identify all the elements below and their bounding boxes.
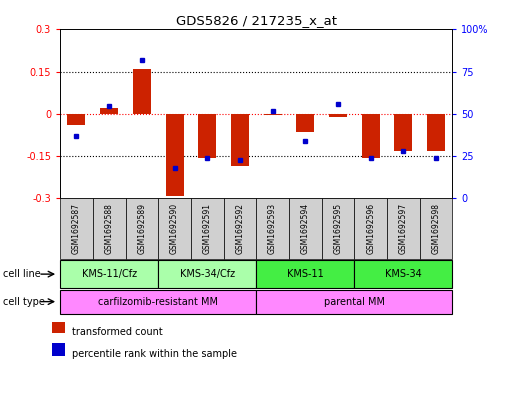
- Text: KMS-34/Cfz: KMS-34/Cfz: [180, 269, 235, 279]
- Text: GSM1692594: GSM1692594: [301, 203, 310, 255]
- Bar: [166, 114, 184, 196]
- Text: GSM1692592: GSM1692592: [235, 204, 244, 254]
- Text: KMS-34: KMS-34: [385, 269, 422, 279]
- FancyBboxPatch shape: [387, 198, 419, 259]
- Text: GSM1692595: GSM1692595: [334, 203, 343, 255]
- Text: GSM1692597: GSM1692597: [399, 203, 408, 255]
- Bar: [427, 114, 445, 151]
- FancyBboxPatch shape: [158, 198, 191, 259]
- Text: GSM1692598: GSM1692598: [431, 204, 440, 254]
- FancyBboxPatch shape: [126, 198, 158, 259]
- Bar: [52, 321, 64, 333]
- FancyBboxPatch shape: [289, 198, 322, 259]
- FancyBboxPatch shape: [256, 260, 355, 288]
- Text: parental MM: parental MM: [324, 297, 385, 307]
- Text: GSM1692593: GSM1692593: [268, 203, 277, 255]
- Text: percentile rank within the sample: percentile rank within the sample: [72, 349, 237, 359]
- Bar: [52, 343, 64, 356]
- Text: KMS-11/Cfz: KMS-11/Cfz: [82, 269, 137, 279]
- Text: GSM1692589: GSM1692589: [138, 204, 146, 254]
- Text: GSM1692591: GSM1692591: [203, 204, 212, 254]
- FancyBboxPatch shape: [191, 198, 224, 259]
- Text: cell line: cell line: [3, 269, 40, 279]
- FancyBboxPatch shape: [224, 198, 256, 259]
- Bar: [297, 114, 314, 132]
- Bar: [67, 114, 85, 125]
- FancyBboxPatch shape: [60, 290, 256, 314]
- FancyBboxPatch shape: [60, 198, 93, 259]
- FancyBboxPatch shape: [355, 260, 452, 288]
- FancyBboxPatch shape: [60, 260, 158, 288]
- Bar: [264, 114, 281, 116]
- Text: GSM1692587: GSM1692587: [72, 204, 81, 254]
- FancyBboxPatch shape: [158, 260, 256, 288]
- FancyBboxPatch shape: [93, 198, 126, 259]
- Text: GDS5826 / 217235_x_at: GDS5826 / 217235_x_at: [176, 14, 337, 27]
- Bar: [198, 114, 216, 158]
- FancyBboxPatch shape: [256, 290, 452, 314]
- Text: KMS-11: KMS-11: [287, 269, 324, 279]
- Bar: [231, 114, 249, 166]
- Text: GSM1692588: GSM1692588: [105, 204, 113, 254]
- FancyBboxPatch shape: [256, 198, 289, 259]
- Text: cell type: cell type: [3, 297, 44, 307]
- Bar: [133, 69, 151, 114]
- Bar: [100, 108, 118, 114]
- Bar: [362, 114, 380, 158]
- Text: GSM1692590: GSM1692590: [170, 203, 179, 255]
- Bar: [329, 114, 347, 117]
- Text: transformed count: transformed count: [72, 327, 163, 337]
- Bar: [394, 114, 412, 151]
- FancyBboxPatch shape: [355, 198, 387, 259]
- FancyBboxPatch shape: [419, 198, 452, 259]
- Text: carfilzomib-resistant MM: carfilzomib-resistant MM: [98, 297, 218, 307]
- Text: GSM1692596: GSM1692596: [366, 203, 375, 255]
- FancyBboxPatch shape: [322, 198, 355, 259]
